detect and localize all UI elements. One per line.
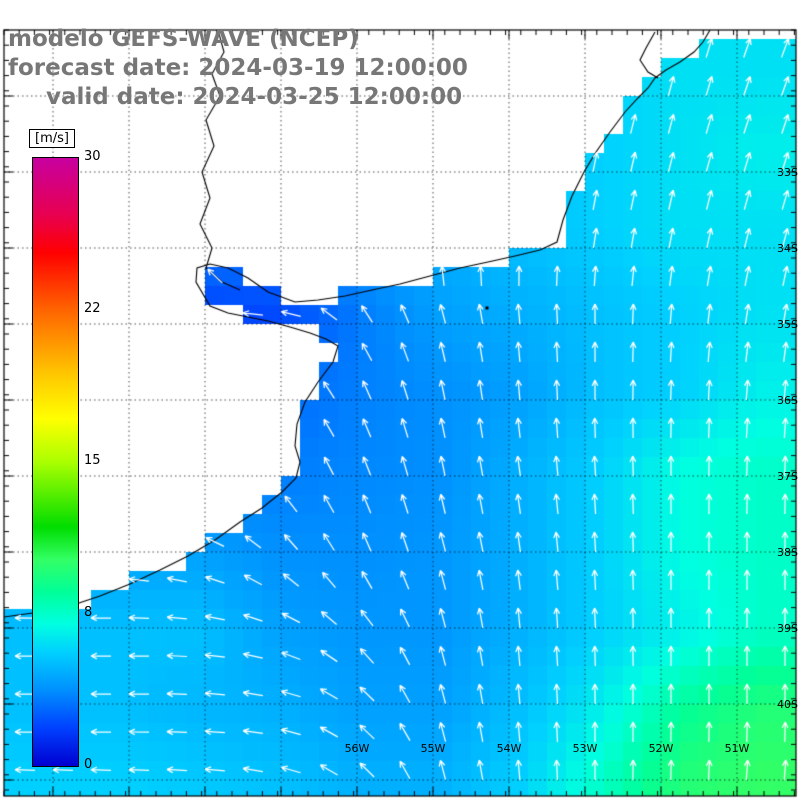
forecast-date-label: forecast date: 2024-03-19 12:00:00 [8,55,468,81]
colorbar-tick-label: 22 [84,301,101,316]
colorbar-tick-label: 15 [84,453,101,468]
longitude-label: 54W [496,742,522,755]
colorbar-tick-label: 8 [84,605,93,620]
colorbar-unit-label: [m/s] [29,129,75,148]
latitude-label: 37S [777,470,798,483]
longitude-label: 52W [648,742,674,755]
latitude-label: 36S [777,394,798,407]
colorbar-tick-label: 0 [84,757,93,772]
valid-date-label: valid date: 2024-03-25 12:00:00 [46,84,463,110]
latitude-label: 33S [777,166,798,179]
longitude-label: 51W [724,742,750,755]
colorbar-tick-label: 30 [84,149,101,164]
longitude-label: 55W [420,742,446,755]
latitude-label: 39S [777,622,798,635]
latitude-label: 40S [777,698,798,711]
longitude-label: 56W [344,742,370,755]
latitude-label: 38S [777,546,798,559]
latitude-label: 34S [777,242,798,255]
colorbar [32,157,79,767]
longitude-label: 53W [572,742,598,755]
latitude-label: 35S [777,318,798,331]
model-title: modelo GEFS-WAVE (NCEP) [8,26,359,52]
